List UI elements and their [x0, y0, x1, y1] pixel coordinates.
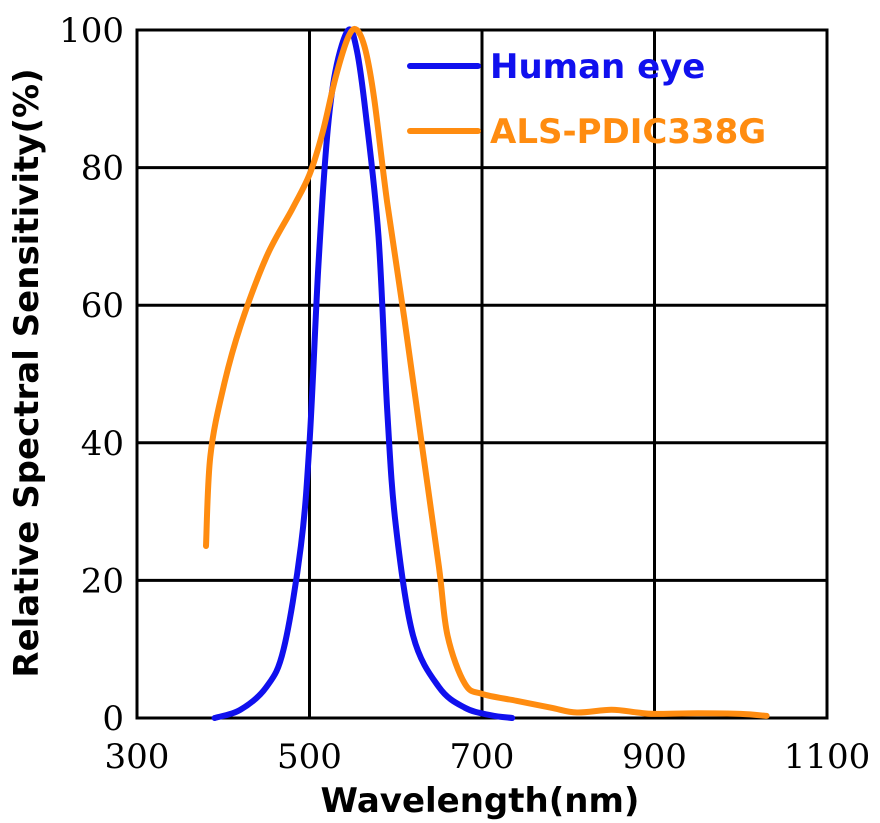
y-tick-label: 0 [102, 699, 124, 739]
y-tick-label: 100 [59, 11, 124, 51]
legend: Human eye ALS-PDIC338G [407, 47, 766, 152]
legend-label-0: Human eye [490, 47, 705, 87]
y-tick-label: 60 [81, 286, 124, 326]
y-tick-label: 20 [81, 561, 124, 601]
y-tick-label: 80 [81, 149, 124, 189]
x-axis-title: Wavelength(nm) [321, 781, 640, 821]
series-line-1 [203, 25, 770, 719]
y-tick-label: 40 [81, 424, 124, 464]
legend-label-1: ALS-PDIC338G [490, 112, 766, 152]
plot-area-frame [135, 28, 829, 720]
tick-labels: 300 500 700 900 1100 0 20 40 60 80 100 [59, 11, 870, 777]
x-tick-label: 300 [105, 737, 170, 777]
x-tick-label: 1100 [784, 737, 871, 777]
x-tick-label: 500 [277, 737, 342, 777]
x-tick-label: 900 [622, 737, 687, 777]
x-tick-label: 700 [450, 737, 515, 777]
data-lines [203, 25, 770, 721]
y-axis-title: Relative Spectral Sensitivity(%) [7, 68, 47, 677]
